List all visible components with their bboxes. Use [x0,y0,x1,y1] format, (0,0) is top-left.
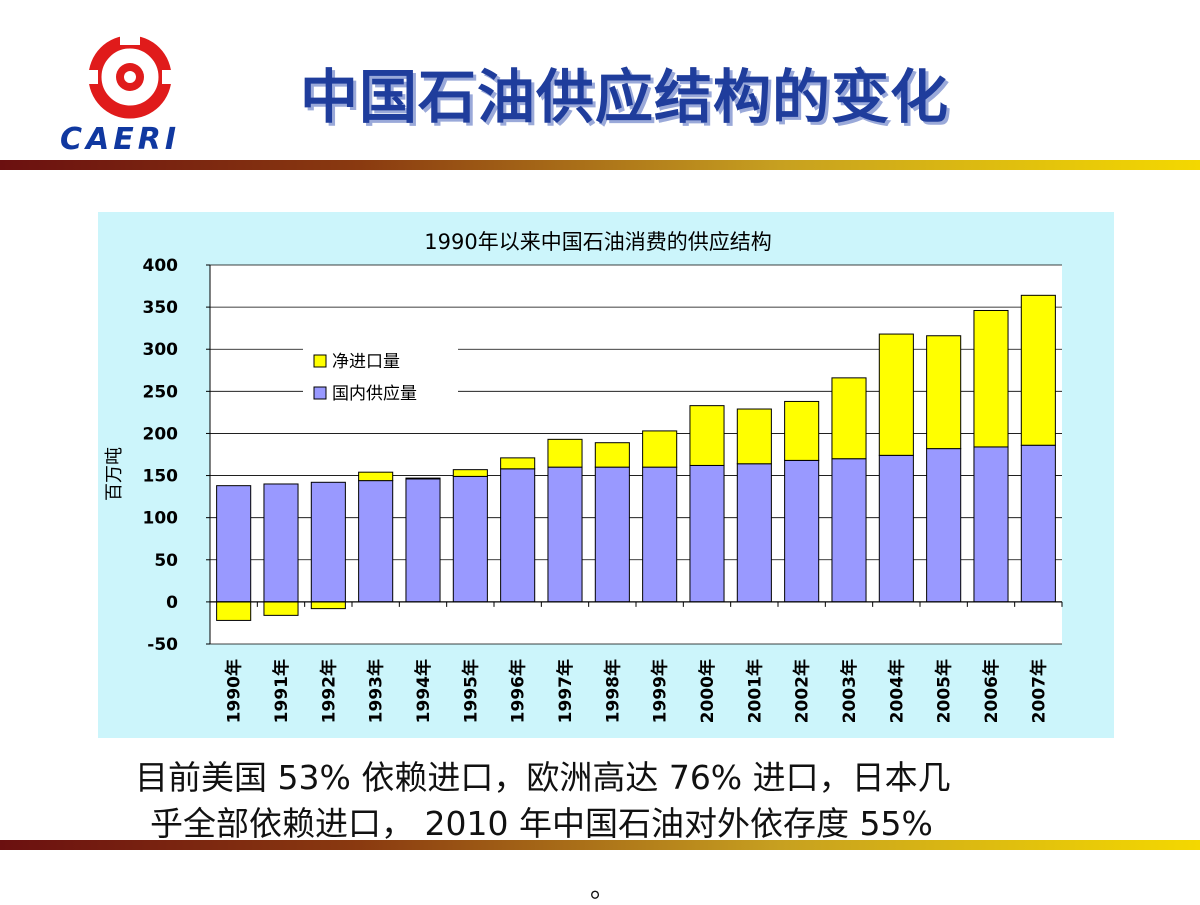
bar-domestic-supply [831,458,867,603]
bar-net-import [689,405,725,466]
bar-net-import [452,469,488,477]
x-category-label: 2004年 [886,659,907,723]
x-category-label: 2001年 [744,659,765,723]
bar-net-import [926,335,962,450]
bar-net-import [358,471,394,482]
top-stripe-divider [0,160,1200,170]
x-category-label: 2003年 [839,659,860,723]
legend-label: 净进口量 [332,352,400,372]
x-category-label: 1995年 [460,659,481,723]
x-category-label: 2007年 [1028,659,1049,723]
bottom-stripe-divider [0,840,1200,850]
x-category-label: 1993年 [366,659,387,723]
body-text: 目前美国 53% 依赖进口，欧洲高达 76% 进口，日本几 乎全部依赖进口， 2… [120,755,1120,847]
y-tick-label: 150 [143,467,179,487]
bar-net-import [878,333,914,456]
x-category-label: 1990年 [224,659,245,723]
bar-domestic-supply [784,459,820,603]
x-category-label: 2002年 [792,659,813,723]
trailing-period: 。 [590,874,617,904]
bar-net-import [263,601,299,616]
x-category-label: 2005年 [934,659,955,723]
y-tick-label: 200 [143,424,179,444]
bar-domestic-supply [594,466,630,603]
bar-net-import [736,408,772,465]
bar-net-import [973,309,1009,448]
bar-domestic-supply [736,463,772,603]
y-tick-label: 50 [154,551,178,571]
bar-domestic-supply [642,466,678,603]
bar-domestic-supply [689,464,725,603]
legend-label: 国内供应量 [332,384,417,404]
bar-domestic-supply [500,468,536,603]
bar-domestic-supply [405,478,441,603]
y-tick-label: 250 [143,382,179,402]
x-category-label: 1992年 [318,659,339,723]
x-category-label: 1999年 [650,659,671,723]
body-text-line-2: 乎全部依赖进口， 2010 年中国石油对外依存度 55% [150,804,933,843]
y-tick-label: -50 [147,635,178,655]
bar-domestic-supply [926,448,962,603]
y-tick-label: 100 [143,509,179,529]
chart-title: 1990年以来中国石油消费的供应结构 [424,230,771,254]
page-title: 中国石油供应结构的变化 [300,63,950,131]
y-axis-label: 百万吨 [104,447,125,501]
bar-net-import [831,377,867,460]
bar-net-import [594,442,630,468]
bar-domestic-supply [358,480,394,603]
bar-net-import [405,477,441,480]
body-text-line-1: 目前美国 53% 依赖进口，欧洲高达 76% 进口，日本几 [135,758,951,797]
bar-domestic-supply [878,454,914,603]
legend-swatch [313,386,327,400]
x-category-label: 1996年 [508,659,529,723]
y-tick-label: 300 [143,340,179,360]
y-tick-label: 400 [143,256,179,276]
plot-area [210,265,1062,644]
caeri-logo [88,35,172,119]
bar-domestic-supply [1020,444,1056,603]
bar-net-import [1020,294,1056,446]
logo-text: CAERI [60,122,180,157]
bar-domestic-supply [973,446,1009,603]
legend-box [303,345,458,403]
bar-domestic-supply [452,475,488,603]
x-category-label: 1994年 [413,659,434,723]
y-tick-label: 350 [143,298,179,318]
bar-domestic-supply [263,483,299,603]
x-category-label: 2000年 [697,659,718,723]
x-category-label: 2006年 [981,659,1002,723]
bar-domestic-supply [216,485,252,603]
bar-domestic-supply [547,466,583,603]
bar-net-import [216,601,252,621]
x-category-label: 1991年 [271,659,292,723]
chart-panel: 1990年以来中国石油消费的供应结构 百万吨 400 350 300 250 200 15… [98,212,1114,738]
bar-net-import [547,438,583,468]
stacked-bar-chart: 1990年以来中国石油消费的供应结构 百万吨 400 350 300 250 200 15… [104,230,1063,723]
bar-domestic-supply [310,481,346,603]
legend-swatch [313,354,327,368]
y-tick-label: 0 [166,593,178,613]
bar-net-import [642,430,678,468]
bar-net-import [500,457,536,470]
x-category-label: 1998年 [602,659,623,723]
bar-net-import [310,601,346,610]
x-category-label: 1997年 [555,659,576,723]
bar-net-import [784,400,820,461]
